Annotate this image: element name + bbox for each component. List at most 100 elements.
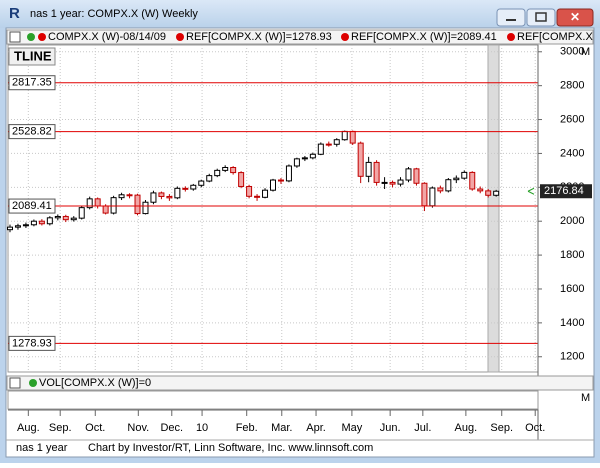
candle-body [277,179,284,182]
x-tick-label: Aug. [455,422,478,434]
x-tick-label: May [342,422,363,434]
candle-body [238,172,245,187]
candle-body [333,139,340,145]
reference-label-box [8,75,56,91]
candle-body [365,161,372,177]
reference-label: 2528.82 [12,126,52,138]
minimize-button[interactable] [496,8,526,27]
x-tick-label: Mar. [271,422,292,434]
pane-marker: M [581,392,590,404]
candle-body [317,143,324,155]
close-icon: ✕ [570,10,580,24]
candle-body [349,130,356,144]
candle-body [341,130,348,141]
candle-body [477,188,484,192]
candle-body [413,168,420,184]
candle-body [293,158,300,167]
candle-body [246,185,253,197]
candle-body [86,198,93,209]
reference-label-box [8,124,56,140]
candle-body [270,179,276,191]
candle-body [405,168,412,181]
candle-body [461,171,468,179]
plot-area [7,44,539,373]
candle-body [110,197,117,214]
reference-label: 1278.93 [12,337,52,349]
y-tick-label: 1200 [560,351,584,363]
y-tick-label: 1400 [560,317,584,329]
reference-label: 2817.35 [12,77,52,89]
candle-body [118,194,125,199]
legend-dot [27,33,35,41]
candle-body [309,153,316,159]
candle-body [493,190,500,196]
candle-body [198,180,205,186]
y-tick-label: 2800 [560,80,584,92]
legend-symbol: COMPX.X (W)-08/14/09 [48,31,166,43]
x-tick-label: Nov. [127,422,149,434]
candle-body [262,189,269,198]
tline-button[interactable] [8,47,56,66]
x-tick-label: Aug. [17,422,40,434]
candle-body [142,201,149,215]
volume-legend-bar [6,375,594,391]
maximize-button[interactable] [526,8,556,27]
candle-body [254,195,261,198]
pane-marker: M [581,46,590,58]
x-tick-label: Sep. [490,422,513,434]
candle-body [453,177,460,181]
close-button[interactable] [556,8,594,27]
cursor-bar [487,44,500,373]
candle-body [78,207,85,219]
y-tick-label: 3000 [560,46,584,58]
candle-body [54,215,61,219]
candle-body [445,179,452,192]
candle-body [389,181,396,185]
footer-credit: Chart by Investor/RT, Linn Software, Inc… [88,442,373,454]
candle-body [190,184,197,190]
candle-body [214,169,221,177]
reference-label: 2089.41 [12,200,52,212]
candle-body [166,195,173,199]
x-tick-label: Dec. [160,422,183,434]
last-price-arrow [527,187,535,195]
candle-body [134,194,141,215]
candle-body [206,175,213,182]
candle-body [469,171,476,190]
window-title: nas 1 year: COMPX.X (W) Weekly [30,8,198,20]
legend-ref: REF[COMPX.X (W)]=1278.93 [186,31,332,43]
legend-dot [176,33,184,41]
candle-body [94,198,101,207]
volume-close[interactable] [9,377,21,389]
legend-dot [29,379,37,387]
x-tick-label: Oct. [525,422,545,434]
legend-bar [6,29,594,45]
x-tick-label: Sep. [49,422,72,434]
legend-ref: REF[COMPX.X (W)]=2089.41 [351,31,497,43]
candle-body [397,179,404,185]
candle-body [429,187,436,207]
maximize-icon [535,12,547,22]
candle-body [22,224,29,227]
candle-body [158,192,165,197]
candle-body [174,187,181,199]
candle-body [230,166,237,174]
legend-close[interactable] [9,31,21,43]
last-price-label: 2176.84 [544,185,584,197]
y-tick-label: 1600 [560,283,584,295]
reference-label-box [8,335,56,351]
x-tick-label: Jun. [380,422,401,434]
volume-pane [7,390,539,410]
candle-body [437,187,444,192]
candle-body [381,181,388,184]
x-tick-label: Apr. [306,422,326,434]
plot-layer: 2817.35 2528.82 2089.41 1278.93 [6,45,538,372]
candle-body [150,192,157,203]
x-tick-label: Jul. [414,422,431,434]
legend-dot [341,33,349,41]
candle-body [70,217,77,221]
candle-body [485,190,492,196]
footer-name: nas 1 year [16,442,68,454]
app-icon: R [9,5,20,22]
